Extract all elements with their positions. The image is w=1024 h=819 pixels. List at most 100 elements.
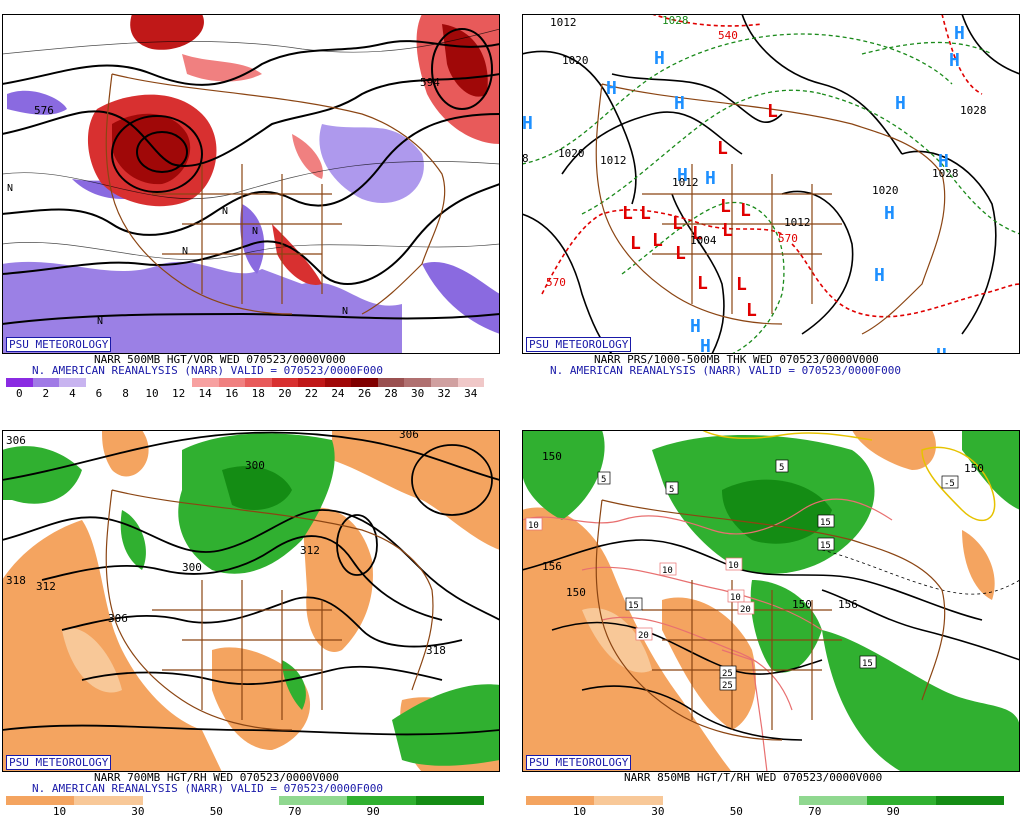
high-pressure-marker: H	[654, 48, 665, 69]
colorbar-swatch	[271, 378, 299, 387]
moist-area	[2, 446, 82, 504]
colorbar-label: 20	[278, 387, 292, 400]
contour-label: 570	[778, 232, 798, 245]
colorbar-label: 18	[251, 387, 265, 400]
colorbar-label: 2	[42, 387, 50, 400]
panel-title: NARR 500MB HGT/VOR WED 070523/0000V000	[94, 353, 346, 366]
colorbar-label: 10	[572, 805, 587, 818]
contour-label: 576	[34, 104, 54, 117]
svg-text:-5: -5	[944, 479, 955, 489]
contour-label: 306	[108, 612, 128, 625]
high-pressure-marker: H	[705, 168, 716, 189]
dry-area	[302, 507, 373, 652]
psu-meteorology-badge: PSU METEOROLOGY	[6, 337, 112, 352]
temp-label-box: 10	[659, 562, 677, 576]
svg-text:N: N	[252, 226, 258, 237]
psu-meteorology-badge: PSU METEOROLOGY	[526, 337, 632, 352]
colorbar-swatch	[112, 378, 139, 387]
contour-label: 1028	[932, 167, 959, 180]
temp-label-box: 10	[725, 557, 743, 571]
panel-title: NARR PRS/1000-500MB THK WED 070523/0000V…	[594, 353, 879, 366]
high-pressure-marker: H	[895, 93, 906, 114]
colorbar-swatch	[165, 378, 192, 387]
svg-text:20: 20	[638, 631, 649, 641]
colorbar-swatch	[404, 378, 431, 387]
high-pressure-marker: H	[700, 336, 711, 354]
high-pressure-marker: H	[949, 50, 960, 71]
psu-meteorology-badge: PSU METEOROLOGY	[6, 755, 112, 770]
temp-label-box: 5	[775, 459, 789, 473]
colorbar-swatch	[6, 796, 75, 805]
contour-label: 570	[546, 276, 566, 289]
vorticity-max-area	[130, 14, 204, 50]
vorticity-max-area	[292, 134, 323, 179]
temp-label-box: 15	[625, 597, 643, 611]
panel-500mb-vorticity: N N N N N N 576 594 PSU METEOROLOGY NARR 500…	[2, 14, 500, 401]
low-pressure-marker: L	[736, 274, 747, 295]
temp-label-box: 25	[719, 677, 737, 691]
contour-label: 312	[300, 544, 320, 557]
colorbar-label: 24	[331, 387, 345, 400]
svg-text:20: 20	[740, 605, 751, 615]
contour-label: 300	[245, 459, 265, 472]
svg-text:15: 15	[820, 541, 831, 551]
contour-label: 150	[792, 598, 812, 611]
vorticity-max-area	[112, 113, 191, 185]
low-pressure-marker: L	[740, 200, 751, 221]
contour-label: 1028	[960, 104, 987, 117]
contour-label: 156	[542, 560, 562, 573]
low-pressure-marker: L	[697, 273, 708, 294]
pressure-thickness-map: H H H H H H H H H H H H H H H L L L L L …	[522, 14, 1020, 354]
vorticity-negative-area	[7, 90, 67, 115]
low-pressure-marker: L	[675, 243, 686, 264]
colorbar-swatch	[415, 796, 484, 805]
low-pressure-marker: L	[767, 101, 778, 122]
colorbar-swatch	[351, 378, 378, 387]
colorbar-swatch	[218, 378, 246, 387]
svg-text:5: 5	[779, 463, 784, 473]
temp-label-box: 20	[737, 601, 755, 615]
panel-subtitle: N. AMERICAN REANALYSIS (NARR) VALID = 07…	[32, 782, 383, 795]
colorbar-label: 26	[357, 387, 372, 400]
colorbar-swatch	[74, 796, 143, 805]
panel-frame	[522, 430, 1020, 772]
colorbar-swatch	[730, 796, 800, 805]
svg-text:10: 10	[662, 566, 673, 576]
vorticity-colorbar-labels: 0 2 4 6 8 10 12 14 16 18 20 22 24 26 28 30 32 34	[6, 388, 484, 400]
colorbar-label: 14	[198, 387, 212, 400]
psu-meteorology-badge: PSU METEOROLOGY	[526, 755, 632, 770]
low-pressure-marker: L	[640, 203, 651, 224]
vorticity-negative-area	[240, 204, 265, 274]
colorbar-label: 30	[651, 805, 665, 818]
contour-label: 8	[522, 152, 529, 165]
panel-subtitle: N. AMERICAN REANALYSIS (NARR) VALID = 07…	[550, 364, 901, 377]
high-pressure-marker: H	[677, 165, 688, 186]
contour-label: 540	[718, 29, 738, 42]
contour-label: 1004	[690, 234, 717, 247]
dry-area	[102, 430, 149, 477]
svg-text:10: 10	[528, 521, 539, 531]
svg-text:5: 5	[669, 485, 674, 495]
colorbar-label: 10	[145, 387, 159, 400]
low-pressure-marker: L	[622, 203, 633, 224]
rh-colorbar-labels: 10 30 50 70 90	[526, 805, 1004, 818]
dry-area	[2, 520, 222, 772]
moist-area	[962, 430, 1020, 510]
panel-frame	[522, 14, 1020, 354]
low-pressure-marker: L	[652, 230, 663, 251]
contour-label: 312	[36, 580, 56, 593]
high-pressure-marker: H	[874, 265, 885, 286]
colorbar-swatch	[347, 796, 416, 805]
contour-label: 318	[426, 644, 446, 657]
svg-text:15: 15	[628, 601, 639, 611]
colorbar-swatch	[142, 796, 211, 805]
high-pressure-marker: H	[690, 316, 701, 337]
colorbar-label: 32	[437, 387, 451, 400]
temp-label-box: 15	[817, 514, 835, 528]
colorbar-label: 8	[122, 387, 129, 400]
colorbar-label: 70	[288, 805, 302, 818]
colorbar-swatch	[526, 796, 595, 805]
low-pressure-marker: L	[672, 213, 683, 234]
contour-label: 300	[182, 561, 202, 574]
contour-label: 150	[964, 462, 984, 475]
